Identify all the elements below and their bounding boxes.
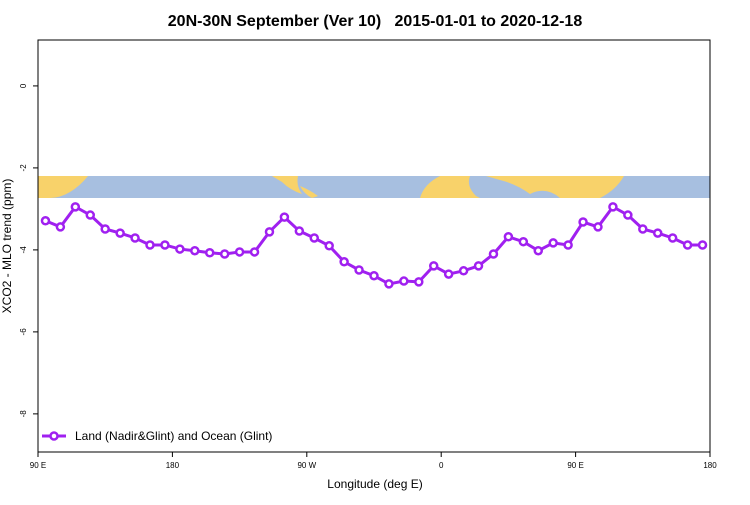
y-tick-label: -6 [19, 328, 28, 336]
point [697, 240, 708, 250]
chart-title: 20N-30N September (Ver 10) 2015-01-01 to… [168, 13, 583, 30]
point [578, 217, 588, 227]
point [70, 202, 81, 212]
legend-marker [49, 431, 59, 441]
y-tick-label: 0 [19, 83, 28, 88]
point [593, 222, 603, 232]
point [503, 232, 514, 242]
point [175, 244, 185, 254]
map-strip [38, 176, 710, 198]
point [488, 249, 499, 259]
point [279, 212, 290, 222]
point [623, 210, 633, 220]
point [324, 241, 334, 251]
point [309, 233, 320, 243]
point [428, 261, 439, 271]
point [369, 270, 379, 281]
point [667, 233, 678, 243]
point [443, 269, 454, 279]
point [130, 233, 140, 243]
point [638, 224, 648, 234]
y-tick-label: -2 [19, 164, 28, 172]
point [294, 226, 305, 236]
point [264, 227, 275, 237]
point [384, 279, 394, 289]
point [115, 228, 125, 238]
y-axis-label: XCO2 - MLO trend (ppm) [0, 179, 14, 314]
x-tick-label: 180 [166, 461, 180, 470]
x-axis-label: Longitude (deg E) [327, 477, 422, 491]
point [608, 202, 618, 212]
y-tick-label: -4 [19, 246, 28, 254]
point [40, 216, 51, 226]
y-tick-label: -8 [19, 410, 28, 418]
point [219, 249, 230, 259]
x-tick-label: 90 W [297, 461, 316, 470]
point [145, 240, 155, 250]
x-tick-label: 180 [703, 461, 717, 470]
x-tick-label: 90 E [567, 461, 583, 470]
point [473, 261, 484, 271]
point [55, 222, 66, 232]
point [204, 248, 215, 258]
point [100, 224, 110, 234]
point [85, 210, 96, 220]
x-tick-label: 0 [439, 461, 444, 470]
legend: Land (Nadir&Glint) and Ocean (Glint) [42, 429, 272, 443]
point [458, 266, 469, 276]
point [190, 245, 200, 256]
x-tick-label: 90 E [30, 461, 46, 470]
point [682, 240, 693, 250]
point [518, 236, 529, 247]
point [652, 228, 663, 238]
point [234, 247, 245, 257]
point [354, 265, 364, 275]
point [399, 276, 409, 286]
point [339, 257, 349, 267]
point [563, 240, 573, 250]
point [249, 247, 260, 257]
plot-frame [37, 39, 711, 453]
point [548, 238, 558, 248]
point [160, 240, 170, 250]
legend-label: Land (Nadir&Glint) and Ocean (Glint) [75, 429, 272, 443]
point [533, 245, 544, 256]
point [414, 277, 424, 287]
